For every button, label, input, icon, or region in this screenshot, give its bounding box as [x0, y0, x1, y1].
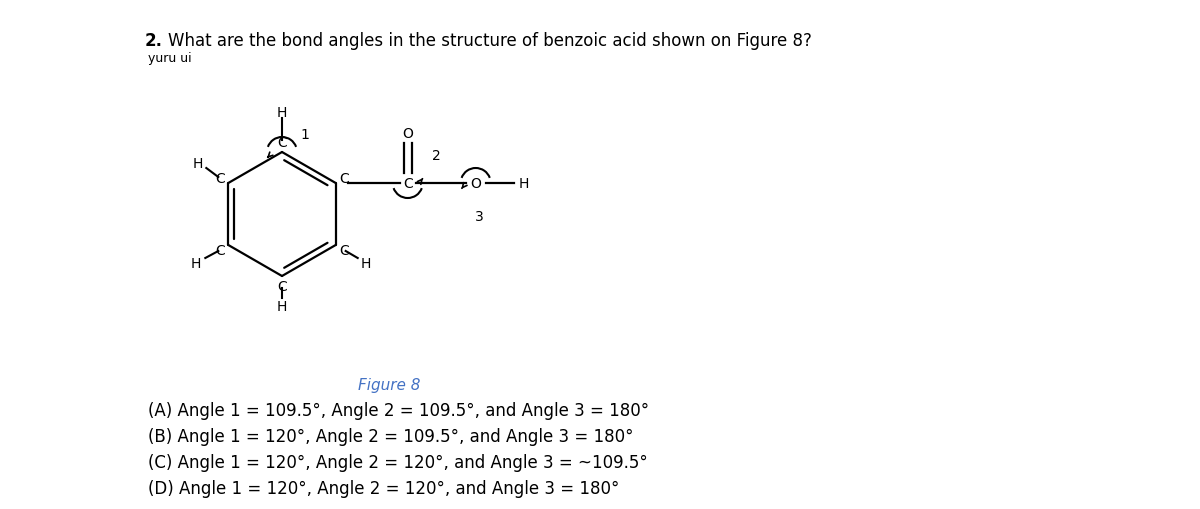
Text: What are the bond angles in the structure of benzoic acid shown on Figure 8?: What are the bond angles in the structur… [168, 32, 812, 50]
Text: (B) Angle 1 = 120°, Angle 2 = 109.5°, and Angle 3 = 180°: (B) Angle 1 = 120°, Angle 2 = 109.5°, an… [148, 427, 634, 445]
Text: 1: 1 [300, 128, 308, 142]
Text: (D) Angle 1 = 120°, Angle 2 = 120°, and Angle 3 = 180°: (D) Angle 1 = 120°, Angle 2 = 120°, and … [148, 479, 619, 497]
Text: C: C [403, 177, 413, 191]
Text: C: C [277, 279, 287, 293]
Text: H: H [518, 177, 529, 191]
Text: H: H [277, 106, 287, 120]
Text: (A) Angle 1 = 109.5°, Angle 2 = 109.5°, and Angle 3 = 180°: (A) Angle 1 = 109.5°, Angle 2 = 109.5°, … [148, 401, 649, 419]
Text: H: H [277, 299, 287, 314]
Text: (C) Angle 1 = 120°, Angle 2 = 120°, and Angle 3 = ~109.5°: (C) Angle 1 = 120°, Angle 2 = 120°, and … [148, 453, 648, 471]
Text: H: H [360, 257, 371, 270]
Text: C: C [277, 136, 287, 150]
Text: 2: 2 [432, 149, 440, 163]
Text: 3: 3 [475, 210, 484, 223]
Text: Figure 8: Figure 8 [358, 377, 420, 392]
Text: 2.: 2. [145, 32, 163, 50]
Text: O: O [402, 127, 413, 140]
Text: C: C [215, 172, 224, 186]
Text: C: C [340, 243, 349, 258]
Text: O: O [470, 177, 481, 191]
Text: H: H [193, 157, 204, 171]
Text: C: C [340, 172, 349, 186]
Text: C: C [215, 243, 224, 258]
Text: yuru ui: yuru ui [148, 52, 192, 65]
Text: H: H [191, 257, 202, 270]
